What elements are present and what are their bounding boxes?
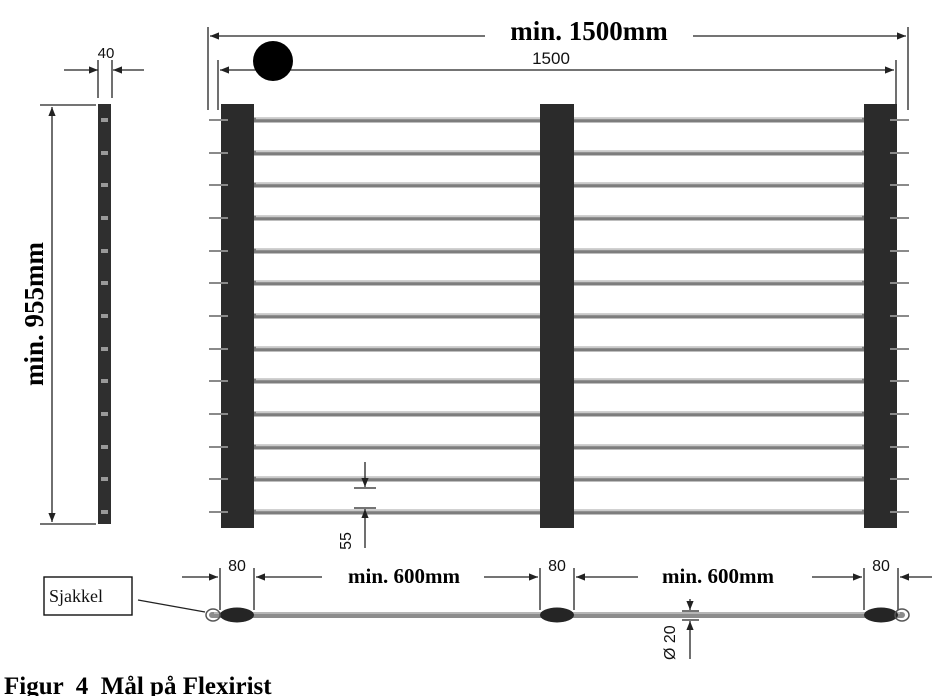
span-left-min-label: min. 600mm	[348, 564, 461, 588]
side-view-rod-ends	[101, 118, 108, 514]
side-rod-end	[101, 347, 108, 351]
end-post-width-left-label: 80	[228, 558, 246, 575]
shackle-right	[894, 608, 910, 622]
rod-spacing-dimension: 55	[338, 462, 376, 550]
side-rod-end	[101, 118, 108, 122]
width-1500-dimension: 1500	[217, 49, 897, 110]
side-rod-end	[101, 216, 108, 220]
rod-diameter-label: Ø 20	[662, 625, 679, 660]
end-post-width-right-label: 80	[872, 558, 890, 575]
post-depth-label: 40	[98, 45, 115, 62]
middle-post-width-label: 80	[548, 558, 566, 575]
figure-caption: Figur 4 Mål på Flexirist	[4, 673, 272, 696]
rod-end-stubs	[209, 119, 909, 513]
side-rod-end	[101, 249, 108, 253]
side-rod-end	[101, 510, 108, 514]
rod-spacing-label: 55	[338, 532, 355, 550]
section-post-middle	[540, 607, 574, 623]
side-rod-end	[101, 314, 108, 318]
sjakkel-label-box	[43, 576, 133, 616]
section-post-right	[864, 607, 898, 623]
side-rod-end	[101, 412, 108, 416]
black-dot-marker	[253, 41, 293, 81]
side-rod-end	[101, 445, 108, 449]
shackle-left	[205, 608, 221, 622]
side-rod-end	[101, 183, 108, 187]
section-post-left	[220, 607, 254, 623]
overall-width-label: 1500	[532, 49, 570, 68]
overall-width-min-label: min. 1500mm	[510, 16, 668, 46]
sjakkel-callout: Sjakkel	[43, 576, 206, 616]
side-view: 40 min. 955mm	[19, 45, 144, 525]
span-right-min-label: min. 600mm	[662, 564, 775, 588]
side-rod-end	[101, 477, 108, 481]
height-min-label: min. 955mm	[19, 242, 49, 387]
side-rod-end	[101, 379, 108, 383]
side-rod-end	[101, 281, 108, 285]
bottom-section-view: 80 min. 600mm 80 min. 600mm 80 Ø 20	[182, 558, 932, 660]
overall-width-dimension: min. 1500mm	[207, 16, 909, 110]
sjakkel-label: Sjakkel	[49, 586, 103, 606]
front-view-grid	[209, 104, 909, 528]
side-rod-end	[101, 151, 108, 155]
middle-post	[540, 104, 574, 528]
